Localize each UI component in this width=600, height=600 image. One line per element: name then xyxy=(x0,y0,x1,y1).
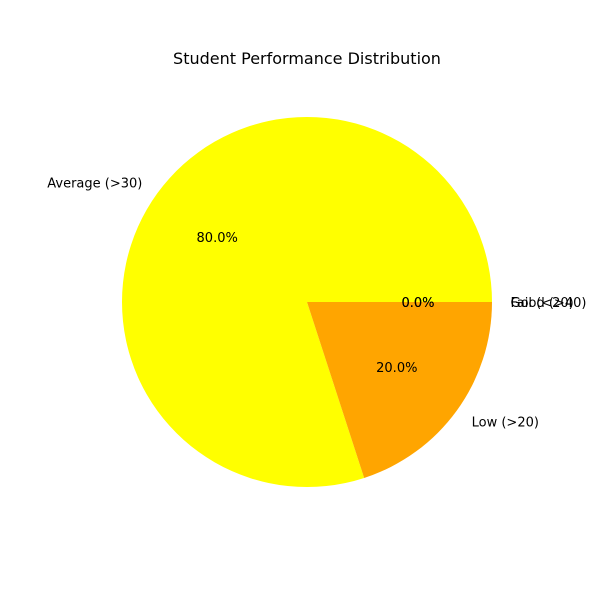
slice-label-low-20: Low (>20) xyxy=(472,416,539,431)
slice-low-20 xyxy=(307,302,492,478)
pie-labels: Good (>40) 0.0% Average (>30) 80.0% Low (>20… xyxy=(47,176,586,430)
pct-label-good-40: 0.0% xyxy=(401,296,434,311)
pct-label-low-20: 20.0% xyxy=(376,361,417,376)
pie-slices xyxy=(122,117,492,488)
pct-label-fail-20: 0.0% xyxy=(401,296,434,311)
slice-label-fail-20: Fail (<20) xyxy=(511,296,574,311)
chart-title: Student Performance Distribution xyxy=(173,49,441,68)
pct-label-average-30: 80.0% xyxy=(197,231,238,246)
slice-label-good-40: Good (>40) xyxy=(511,296,587,311)
slice-label-average-30: Average (>30) xyxy=(47,176,142,191)
